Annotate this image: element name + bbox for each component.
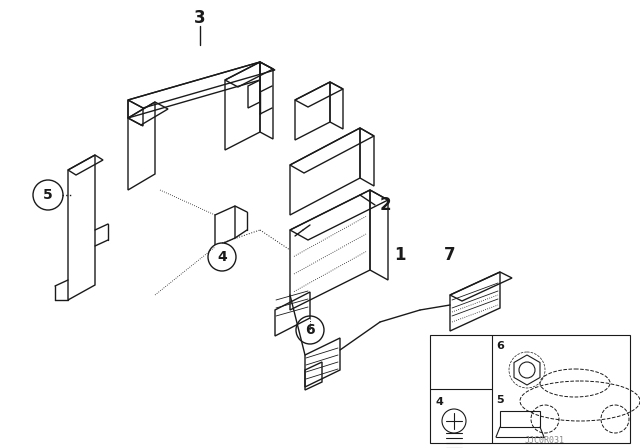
Text: 4: 4 bbox=[217, 250, 227, 264]
Text: 5: 5 bbox=[496, 395, 504, 405]
Text: 5: 5 bbox=[43, 188, 53, 202]
Circle shape bbox=[296, 316, 324, 344]
Text: 7: 7 bbox=[444, 246, 456, 264]
Text: 1: 1 bbox=[394, 246, 406, 264]
Text: JJC0R031: JJC0R031 bbox=[525, 435, 565, 444]
Circle shape bbox=[33, 180, 63, 210]
Text: 2: 2 bbox=[379, 196, 391, 214]
Text: 6: 6 bbox=[496, 341, 504, 351]
Circle shape bbox=[208, 243, 236, 271]
Text: 3: 3 bbox=[194, 9, 206, 27]
Text: 4: 4 bbox=[436, 397, 444, 407]
Text: 6: 6 bbox=[305, 323, 315, 337]
